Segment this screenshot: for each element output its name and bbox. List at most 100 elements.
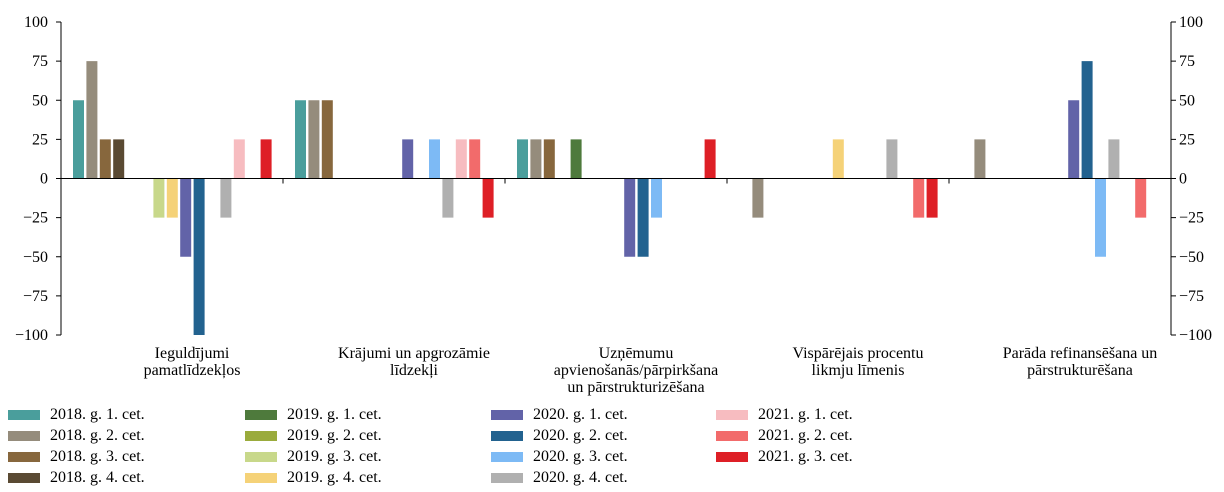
y-tick-label-right: 50 (1179, 92, 1195, 109)
bar (429, 139, 440, 179)
legend-swatch (8, 473, 40, 483)
legend-label: 2021. g. 1. cet. (758, 406, 853, 423)
y-tick-label-left: 25 (32, 131, 48, 148)
legend-swatch (491, 473, 523, 483)
legend: 2018. g. 1. cet. 2018. g. 2. cet. 2018. g.… (0, 406, 1224, 492)
legend-label: 2021. g. 2. cet. (758, 427, 853, 444)
legend-item: 2021. g. 1. cet. (716, 406, 853, 424)
bar (570, 139, 582, 179)
legend-label: 2018. g. 2. cet. (50, 427, 145, 444)
bar (153, 178, 165, 218)
legend-swatch (8, 410, 40, 420)
bar (402, 139, 414, 179)
legend-label: 2018. g. 1. cet. (50, 406, 145, 423)
legend-item: 2020. g. 2. cet. (491, 427, 628, 445)
y-tick-label-right: 75 (1179, 53, 1195, 70)
bar (1135, 178, 1147, 218)
y-tick-label-left: 75 (32, 53, 48, 70)
y-tick-label-right: −100 (1179, 327, 1212, 344)
legend-label: 2020. g. 4. cet. (533, 469, 628, 486)
legend-swatch (245, 410, 277, 420)
legend-item: 2018. g. 4. cet. (8, 469, 145, 487)
legend-item: 2019. g. 1. cet. (245, 406, 382, 424)
bar (113, 139, 125, 179)
y-tick-label-right: 25 (1179, 131, 1195, 148)
bar (193, 178, 205, 335)
category-label: Ieguldījumi (155, 345, 230, 362)
bar (543, 139, 555, 179)
legend-label: 2020. g. 2. cet. (533, 427, 628, 444)
bar (233, 139, 245, 179)
category-label: likmju līmenis (812, 362, 905, 379)
y-tick-label-left: 0 (40, 171, 48, 188)
y-tick-label-right: 0 (1179, 171, 1187, 188)
legend-item: 2020. g. 3. cet. (491, 448, 628, 466)
legend-swatch (245, 473, 277, 483)
legend-swatch (716, 431, 748, 441)
bar (517, 139, 528, 179)
bar (530, 139, 542, 179)
bar (86, 61, 98, 179)
legend-label: 2020. g. 3. cet. (533, 448, 628, 465)
bar (1081, 61, 1093, 179)
bar (166, 178, 178, 218)
legend-swatch (245, 452, 277, 462)
legend-item: 2021. g. 2. cet. (716, 427, 853, 445)
bar (1095, 178, 1106, 257)
legend-item: 2019. g. 2. cet. (245, 427, 382, 445)
legend-item: 2018. g. 3. cet. (8, 448, 145, 466)
bar (886, 139, 898, 179)
legend-item: 2019. g. 4. cet. (245, 469, 382, 487)
bar (73, 100, 84, 179)
bar (974, 139, 986, 179)
y-tick-label-left: 100 (24, 14, 48, 31)
y-tick-label-right: −75 (1179, 288, 1204, 305)
bar (926, 178, 938, 218)
bar (913, 178, 925, 218)
legend-item: 2019. g. 3. cet. (245, 448, 382, 466)
category-label: Krājumi un apgrozāmie (338, 345, 490, 362)
bar (99, 139, 111, 179)
legend-label: 2018. g. 3. cet. (50, 448, 145, 465)
bar (442, 178, 454, 218)
legend-swatch (716, 452, 748, 462)
bar (295, 100, 306, 179)
legend-swatch (491, 431, 523, 441)
legend-label: 2020. g. 1. cet. (533, 406, 628, 423)
legend-label: 2019. g. 1. cet. (287, 406, 382, 423)
y-tick-label-right: 100 (1179, 14, 1203, 31)
bar (321, 100, 333, 179)
legend-swatch (491, 410, 523, 420)
category-label: un pārstrukturizēšana (567, 379, 704, 396)
bar (752, 178, 764, 218)
legend-label: 2018. g. 4. cet. (50, 469, 145, 486)
y-tick-label-left: −25 (23, 210, 48, 227)
bar (624, 178, 636, 257)
y-tick-label-left: −75 (23, 288, 48, 305)
bar (1108, 139, 1120, 179)
bar (832, 139, 844, 179)
bar (469, 139, 481, 179)
category-label: līdzekļi (390, 362, 439, 379)
bar (455, 139, 467, 179)
bar (220, 178, 232, 218)
legend-label: 2019. g. 2. cet. (287, 427, 382, 444)
bar (308, 100, 320, 179)
bar (704, 139, 716, 179)
legend-item: 2021. g. 3. cet. (716, 448, 853, 466)
legend-swatch (245, 431, 277, 441)
legend-item: 2020. g. 4. cet. (491, 469, 628, 487)
legend-item: 2018. g. 2. cet. (8, 427, 145, 445)
legend-label: 2019. g. 3. cet. (287, 448, 382, 465)
bar (1068, 100, 1080, 179)
category-label: Uzņēmumu (599, 345, 674, 362)
bar (637, 178, 649, 257)
legend-item: 2020. g. 1. cet. (491, 406, 628, 424)
category-label: Parāda refinansēšana un (1003, 345, 1158, 362)
legend-item: 2018. g. 1. cet. (8, 406, 145, 424)
legend-swatch (716, 410, 748, 420)
y-tick-label-left: 50 (32, 92, 48, 109)
y-tick-label-right: −25 (1179, 210, 1204, 227)
category-label: Vispārējais procentu (793, 345, 924, 362)
legend-label: 2019. g. 4. cet. (287, 469, 382, 486)
